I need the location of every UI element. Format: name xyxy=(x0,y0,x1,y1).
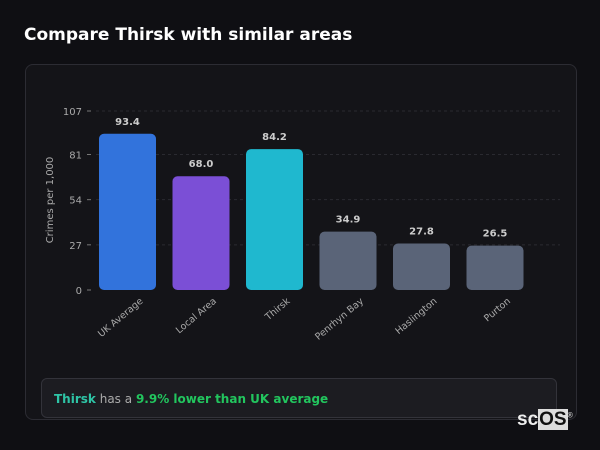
callout-comparison: 9.9% lower than UK average xyxy=(135,392,329,406)
bar-0 xyxy=(99,133,156,290)
x-tick-label: UK Average xyxy=(96,296,145,340)
y-tick-label: 81 xyxy=(69,150,82,161)
bar-1 xyxy=(172,176,230,290)
callout-middle: has a xyxy=(99,392,133,406)
bar-5 xyxy=(466,245,524,290)
comparison-callout: Thirsk has a 9.9% lower than UK average xyxy=(41,378,557,418)
y-tick-label: 54 xyxy=(69,196,82,207)
x-tick-label: Purton xyxy=(482,296,513,324)
x-tick-label: Penrhyn Bay xyxy=(313,296,366,343)
callout-place: Thirsk xyxy=(54,392,96,406)
y-tick-label: 0 xyxy=(76,286,82,297)
data-label: 27.8 xyxy=(409,226,434,237)
data-label: 93.4 xyxy=(115,117,140,128)
data-label: 34.9 xyxy=(336,215,361,226)
page-title: Compare Thirsk with similar areas xyxy=(24,25,353,45)
x-tick-label: Thirsk xyxy=(263,296,293,324)
x-tick-label: Haslington xyxy=(393,296,439,337)
bar-4 xyxy=(393,243,450,290)
data-label: 68.0 xyxy=(189,159,214,170)
y-axis-label: Crimes per 1,000 xyxy=(45,157,56,244)
data-label: 26.5 xyxy=(483,229,508,240)
y-tick-label: 27 xyxy=(69,241,82,252)
bar-3 xyxy=(319,231,377,290)
scos-logo: scOS® xyxy=(517,409,573,430)
x-tick-label: Local Area xyxy=(174,296,219,336)
y-tick-label: 107 xyxy=(63,107,82,118)
bar-2 xyxy=(246,149,303,290)
data-label: 84.2 xyxy=(262,132,287,143)
